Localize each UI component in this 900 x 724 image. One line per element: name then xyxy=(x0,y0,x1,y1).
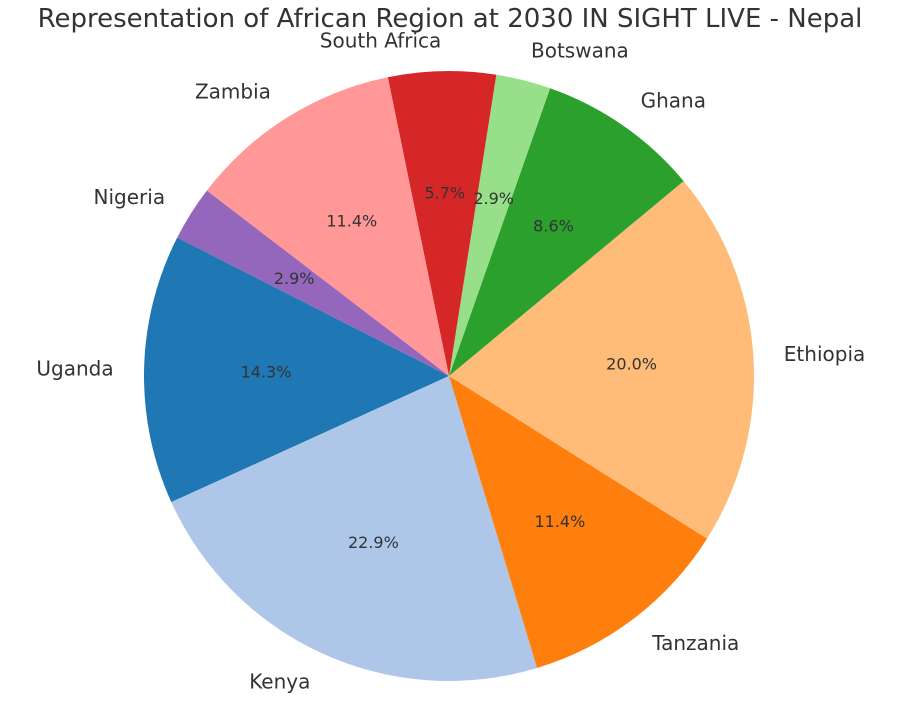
category-label-zambia: Zambia xyxy=(195,80,271,104)
slice-nigeria xyxy=(177,190,450,376)
category-label-uganda: Uganda xyxy=(36,357,113,381)
slice-ghana xyxy=(449,88,684,377)
slice-uganda xyxy=(143,237,450,503)
pct-label-ghana: 8.6% xyxy=(533,216,574,235)
category-label-south-africa: South Africa xyxy=(320,29,442,53)
slice-botswana xyxy=(449,74,551,376)
pct-label-uganda: 14.3% xyxy=(241,362,292,381)
category-label-botswana: Botswana xyxy=(531,39,629,63)
pct-label-nigeria: 2.9% xyxy=(274,269,315,288)
slice-kenya xyxy=(171,376,538,681)
pct-label-south-africa: 5.7% xyxy=(424,184,465,203)
category-label-kenya: Kenya xyxy=(249,670,310,694)
slice-ethiopia xyxy=(449,181,755,539)
pct-label-kenya: 22.9% xyxy=(348,533,399,552)
category-label-nigeria: Nigeria xyxy=(94,185,166,209)
pct-label-ethiopia: 20.0% xyxy=(606,355,657,374)
slice-zambia xyxy=(206,77,449,376)
percent-labels: 14.3% 22.9% 11.4% 20.0% 8.6% 2.9% 5.7% 11.4% 2.9… xyxy=(241,184,657,553)
pct-label-tanzania: 11.4% xyxy=(534,512,585,531)
slice-south-africa xyxy=(387,71,497,376)
pct-label-botswana: 2.9% xyxy=(473,189,514,208)
pct-label-zambia: 11.4% xyxy=(326,211,377,230)
category-label-tanzania: Tanzania xyxy=(651,631,739,655)
category-labels: Uganda Kenya Tanzania Ethiopia Ghana Botswana… xyxy=(36,29,865,694)
category-label-ethiopia: Ethiopia xyxy=(784,342,865,366)
chart-title: Representation of African Region at 2030… xyxy=(37,4,863,34)
category-label-ghana: Ghana xyxy=(641,89,706,113)
pie-slices xyxy=(143,71,755,681)
slice-tanzania xyxy=(449,376,708,668)
